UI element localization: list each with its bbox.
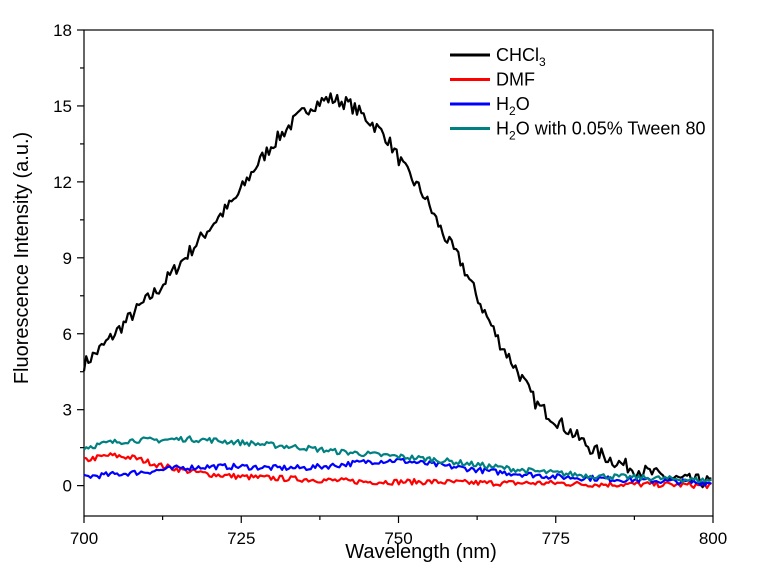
ticks-layer: 700 725 750 775 800 0 3 6 9 12 15 18 xyxy=(53,21,727,548)
plot-frame xyxy=(83,29,714,517)
plot-area-border xyxy=(83,29,714,517)
y-tick-label: 18 xyxy=(53,21,72,40)
y-tick-label: 9 xyxy=(63,249,72,268)
legend-label: CHCl3 xyxy=(496,45,546,69)
series-line-0 xyxy=(82,92,712,489)
x-tick-label: 725 xyxy=(227,529,255,548)
legend-label: DMF xyxy=(496,70,535,90)
y-tick-label: 15 xyxy=(53,97,72,116)
series-line-1 xyxy=(83,452,713,490)
x-axis-title: Wavelength (nm) xyxy=(345,541,497,563)
y-tick-label: 6 xyxy=(63,325,72,344)
series-layer xyxy=(82,92,713,490)
y-tick-label: 3 xyxy=(63,401,72,420)
x-tick-label: 750 xyxy=(384,529,412,548)
legend-label: H2O with 0.05% Tween 80 xyxy=(496,119,705,143)
x-tick-label: 800 xyxy=(699,529,727,548)
series-line-3 xyxy=(83,435,712,484)
x-tick-label: 700 xyxy=(70,529,98,548)
legend-label: H2O xyxy=(496,94,530,118)
y-axis-title: Fluorescence Intensity (a.u.) xyxy=(11,132,33,384)
x-tick-label: 775 xyxy=(542,529,570,548)
y-tick-label: 0 xyxy=(63,477,72,496)
y-tick-label: 12 xyxy=(53,173,72,192)
